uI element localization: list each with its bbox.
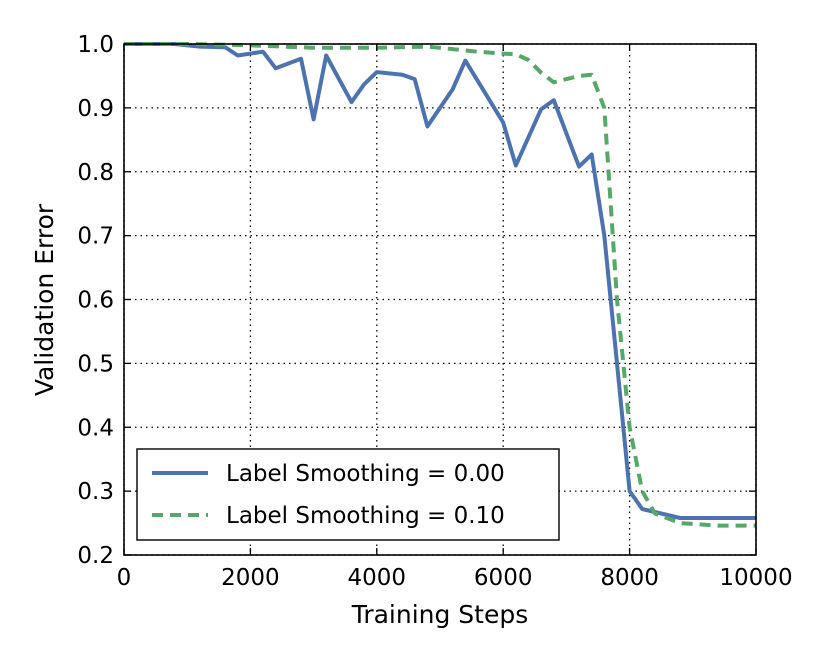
x-tick-label: 8000 — [600, 565, 659, 591]
x-tick-label: 10000 — [719, 565, 792, 591]
series-line-label-smoothing-0.10 — [124, 42, 756, 528]
series-lines — [124, 42, 756, 528]
axis-ticks — [123, 43, 757, 556]
x-axis-tick-labels: 0 2000 4000 6000 8000 10000 — [117, 565, 793, 591]
x-tick-label: 2000 — [221, 565, 280, 591]
y-tick-label: 0.2 — [77, 543, 114, 569]
x-tick-label: 4000 — [348, 565, 407, 591]
y-tick-label: 1.0 — [77, 32, 114, 58]
y-axis-tick-labels: 0.2 0.3 0.4 0.5 0.6 0.7 0.8 0.9 1.0 — [77, 32, 114, 569]
x-axis-label: Training Steps — [351, 600, 529, 629]
y-tick-label: 0.6 — [77, 288, 114, 314]
y-tick-label: 0.9 — [77, 96, 114, 122]
y-tick-label: 0.5 — [77, 351, 114, 377]
x-tick-label: 6000 — [474, 565, 533, 591]
series-line-label-smoothing-0.00 — [124, 42, 756, 520]
y-tick-label: 0.3 — [77, 479, 114, 505]
legend-box — [136, 448, 560, 541]
legend: Label Smoothing = 0.00 Label Smoothing =… — [136, 448, 560, 541]
y-axis-label: Validation Error — [30, 203, 59, 396]
x-tick-label: 0 — [117, 565, 132, 591]
y-tick-label: 0.4 — [77, 415, 114, 441]
y-tick-label: 0.8 — [77, 160, 114, 186]
y-tick-label: 0.7 — [77, 224, 114, 250]
legend-label-label-smoothing-0.10: Label Smoothing = 0.10 — [226, 503, 505, 529]
legend-label-label-smoothing-0.00: Label Smoothing = 0.00 — [226, 461, 505, 487]
